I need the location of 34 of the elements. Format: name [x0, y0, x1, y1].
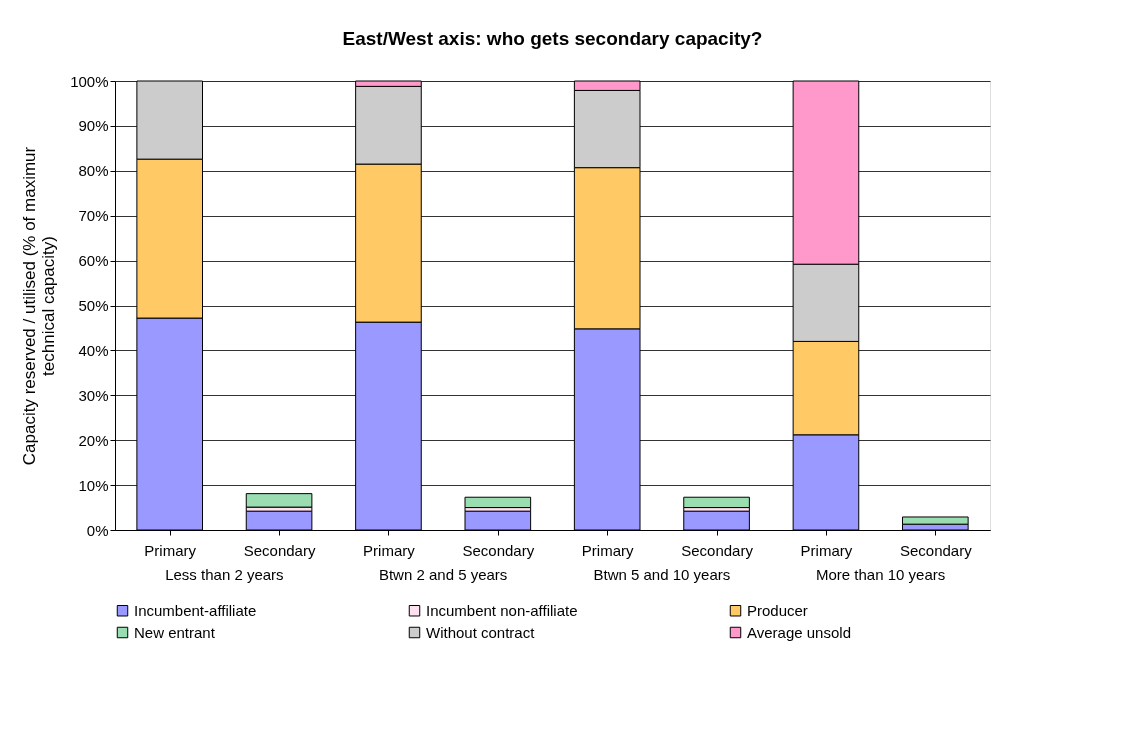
text: Btwn 2 and 5 years: [378, 566, 508, 583]
bar: [245, 493, 313, 508]
y-tick-label: 30%: [78, 386, 109, 404]
text: Less than 2 years: [165, 566, 284, 583]
y-tick-label: 50%: [78, 297, 109, 314]
bar: [464, 496, 532, 509]
bar: [683, 496, 750, 509]
y-tick-label: 60%: [78, 252, 109, 270]
x-tick-label: Secondary: [899, 541, 973, 559]
legend-label: New entrant: [134, 623, 216, 641]
text: Btwn 5 and 10 years: [593, 566, 731, 583]
x-tick-label: Secondary: [243, 541, 316, 559]
x-tick-label: Primary: [800, 541, 853, 559]
legend-label: Average unsold: [747, 623, 851, 641]
x-tick-label: Primary: [363, 541, 416, 559]
x-tick-label: Primary: [581, 541, 635, 559]
legend-label: Without contract: [426, 623, 536, 641]
y-tick-label: 100%: [70, 72, 109, 90]
x-tick-label: Secondary: [681, 541, 754, 559]
x-tick-label: Primary: [144, 541, 197, 559]
legend-label: Producer: [747, 601, 808, 619]
y-tick-label: 70%: [78, 207, 109, 225]
y-axis-title: Capacity reserved / utilised (% of maximur technical capacity): [20, 146, 59, 466]
y-tick-label: 40%: [78, 341, 109, 359]
legend-label: Incumbent-affiliate: [134, 601, 257, 619]
y-tick-label: 0%: [86, 521, 109, 539]
y-tick-label: 10%: [78, 476, 109, 494]
y-tick-label: 90%: [78, 117, 109, 135]
legend-label: Incumbent non-affiliate: [426, 601, 578, 619]
y-tick-label: 20%: [78, 431, 109, 449]
chart-title: East/West axis: who gets secondary capacity?: [342, 28, 763, 49]
x-tick-label: Secondary: [462, 541, 535, 559]
y-tick-label: 80%: [78, 162, 109, 180]
text: More than 10 years: [816, 566, 946, 583]
